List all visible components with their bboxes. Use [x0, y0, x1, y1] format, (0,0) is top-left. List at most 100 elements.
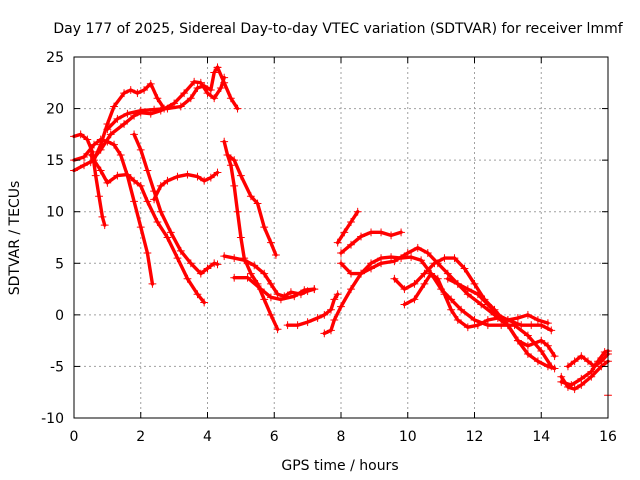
data-point [196, 78, 205, 87]
data-point [523, 341, 532, 350]
y-tick-label: 20 [46, 102, 64, 118]
data-point [86, 150, 95, 159]
y-tick-labels: -10 -5 0 5 10 15 20 25 [41, 50, 64, 427]
data-point [600, 347, 609, 356]
data-point [106, 130, 115, 139]
data-point [203, 264, 212, 273]
data-point [367, 228, 376, 237]
data-point [570, 385, 579, 394]
data-point [477, 300, 486, 309]
chart-title: Day 177 of 2025, Sidereal Day-to-day VTE… [53, 21, 623, 37]
data-point [123, 109, 132, 118]
data-point [226, 94, 235, 103]
data-point [347, 218, 356, 227]
data-point [453, 279, 462, 288]
data-point [213, 260, 222, 269]
data-point [76, 130, 85, 139]
data-point [273, 325, 282, 334]
series-arc10 [220, 137, 282, 334]
series-arc20 [400, 269, 559, 373]
y-tick-label: 0 [55, 308, 64, 324]
data-point [163, 233, 172, 242]
series-arc14 [283, 290, 342, 330]
data-point [353, 207, 362, 216]
data-point [470, 279, 479, 288]
data-point [176, 246, 185, 255]
data-point [440, 290, 449, 299]
data-point [246, 269, 255, 278]
data-point [213, 168, 222, 177]
data-point [483, 300, 492, 309]
data-point [390, 257, 399, 266]
series-line [225, 153, 278, 257]
data-point [330, 295, 339, 304]
series-line [336, 210, 360, 245]
data-point [417, 256, 426, 265]
data-point [397, 228, 406, 237]
data-point [120, 89, 129, 98]
data-point [470, 316, 479, 325]
data-point [143, 166, 152, 175]
y-tick-label: 15 [46, 153, 64, 169]
data-point [90, 140, 99, 149]
data-point [390, 274, 399, 283]
data-point [193, 83, 202, 92]
data-point [96, 145, 105, 154]
data-point [357, 269, 366, 278]
data-point [523, 310, 532, 319]
x-tick-label: 14 [532, 429, 550, 445]
data-point [143, 197, 152, 206]
data-point [276, 295, 285, 304]
data-point [527, 321, 536, 330]
data-point [173, 254, 182, 263]
data-point [313, 313, 322, 322]
series-arc21 [443, 274, 552, 328]
x-tick-label: 2 [136, 429, 145, 445]
data-point [420, 279, 429, 288]
data-point [156, 181, 165, 190]
series-line [215, 65, 240, 111]
x-tick-label: 8 [337, 429, 346, 445]
data-point [183, 274, 192, 283]
data-point [333, 238, 342, 247]
series-arc9 [213, 63, 242, 113]
data-point [253, 199, 262, 208]
data-point [447, 305, 456, 314]
data-point [250, 261, 259, 270]
data-point [153, 94, 162, 103]
data-point [550, 352, 559, 361]
data-point [110, 140, 119, 149]
series-arc17 [337, 228, 406, 257]
series-line [222, 139, 280, 331]
data-point [163, 104, 172, 113]
series-arc13 [230, 273, 319, 304]
data-point [577, 374, 586, 383]
data-point [387, 253, 396, 262]
data-point [210, 94, 219, 103]
data-point [148, 279, 157, 288]
data-point [200, 81, 209, 90]
data-point [310, 285, 319, 294]
data-point [443, 274, 452, 283]
x-tick-label: 10 [399, 429, 417, 445]
data-point [170, 99, 179, 108]
data-point [136, 145, 145, 154]
data-point [533, 316, 542, 325]
data-point [260, 295, 269, 304]
data-point [303, 318, 312, 327]
data-point [130, 197, 139, 206]
series-line [402, 271, 557, 371]
data-point [387, 231, 396, 240]
data-point [233, 207, 242, 216]
data-point [210, 259, 219, 268]
data-point [126, 86, 135, 95]
data-point [347, 285, 356, 294]
data-point [493, 310, 502, 319]
data-point [513, 313, 522, 322]
data-point [150, 195, 159, 204]
data-point [497, 321, 506, 330]
data-point [223, 150, 232, 159]
data-point [300, 286, 309, 295]
data-point [330, 316, 339, 325]
